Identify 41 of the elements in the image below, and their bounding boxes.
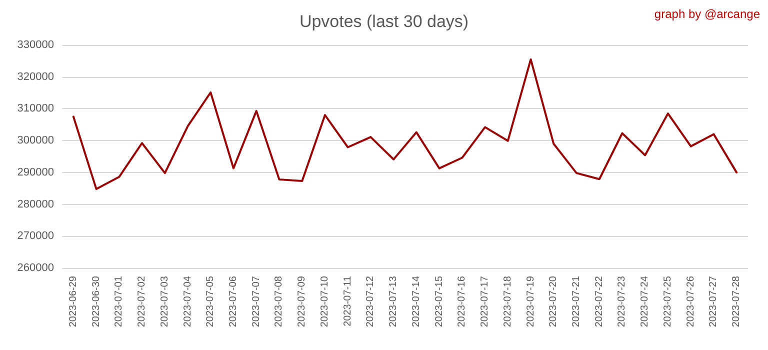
x-tick-label: 2023-07-07 bbox=[250, 276, 262, 328]
x-tick-label: 2023-07-14 bbox=[410, 276, 422, 328]
x-tick-label: 2023-07-04 bbox=[182, 276, 194, 328]
y-tick-label: 300000 bbox=[17, 134, 54, 147]
x-tick-label: 2023-07-05 bbox=[205, 276, 216, 328]
x-tick-label: 2023-07-13 bbox=[388, 276, 400, 328]
x-tick-label: 2023-07-16 bbox=[456, 276, 468, 328]
y-tick-label: 260000 bbox=[17, 262, 54, 274]
x-tick-label: 2023-07-06 bbox=[228, 276, 239, 328]
chart-title: Upvotes (last 30 days) bbox=[299, 12, 469, 31]
x-tick-label: 2023-07-23 bbox=[616, 276, 628, 328]
y-tick-label: 270000 bbox=[17, 230, 54, 242]
y-tick-label: 330000 bbox=[17, 39, 54, 51]
x-tick-label: 2023-07-10 bbox=[319, 276, 330, 328]
x-tick-label: 2023-06-30 bbox=[90, 276, 102, 328]
line-series bbox=[72, 58, 738, 190]
y-tick-label: 280000 bbox=[17, 198, 54, 210]
x-tick-label: 2023-07-25 bbox=[662, 276, 674, 328]
x-tick-label: 2023-07-28 bbox=[731, 276, 742, 328]
x-tick-label: 2023-07-01 bbox=[114, 276, 125, 328]
x-tick-label: 2023-07-15 bbox=[434, 276, 445, 328]
x-tick-label: 2023-07-02 bbox=[136, 276, 148, 328]
x-tick-label: 2023-07-11 bbox=[342, 276, 354, 326]
x-tick-label: 2023-07-08 bbox=[274, 276, 285, 328]
y-tick-label: 290000 bbox=[17, 166, 54, 178]
x-tick-label: 2023-07-03 bbox=[159, 276, 170, 328]
x-tick-label: 2023-07-27 bbox=[708, 276, 720, 328]
x-tick-label: 2023-07-24 bbox=[640, 276, 651, 328]
x-tick-label: 2023-07-12 bbox=[365, 276, 376, 328]
x-tick-label: 2023-07-17 bbox=[480, 276, 491, 328]
text: graph by @arcange bbox=[654, 7, 760, 21]
x-tick-label: 2023-07-20 bbox=[548, 276, 560, 328]
x-tick-label: 2023-07-09 bbox=[296, 276, 308, 328]
x-tick-label: 2023-07-21 bbox=[571, 276, 582, 328]
x-tick-label: 2023-07-18 bbox=[502, 276, 514, 328]
x-tick-label: 2023-07-19 bbox=[525, 276, 536, 328]
y-tick-label: 320000 bbox=[17, 70, 54, 83]
x-tick-label: 2023-07-26 bbox=[685, 276, 696, 328]
x-tick-label: 2023-07-22 bbox=[594, 276, 605, 328]
x-tick-label: 2023-06-29 bbox=[68, 276, 79, 328]
y-tick-label: 310000 bbox=[17, 102, 54, 115]
